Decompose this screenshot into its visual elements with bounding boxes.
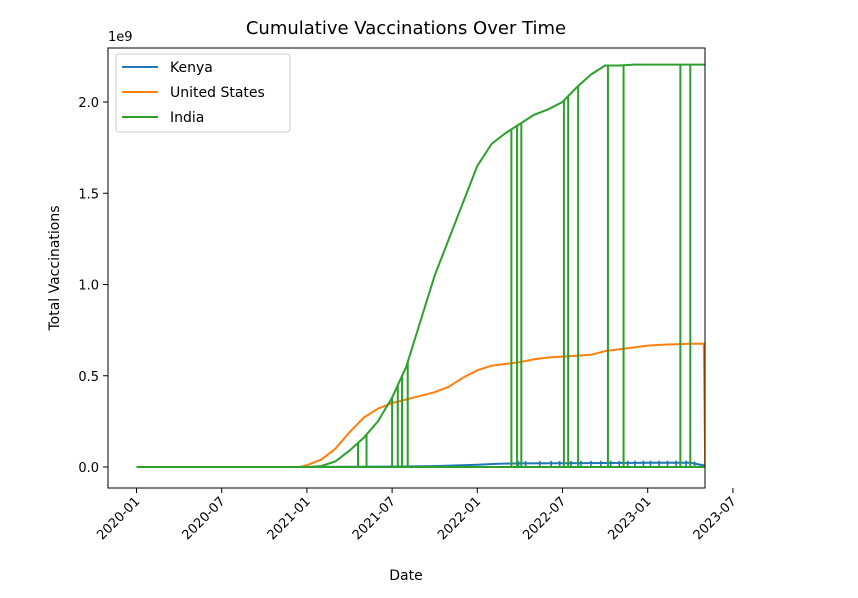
legend-box [115,53,291,133]
x-axis-title: Date [389,568,422,584]
y-tick-label: 0.5 [78,370,99,385]
series-group [136,63,705,468]
y-axis-title: Total Vaccinations [47,205,63,331]
x-tick-label: 2023-01 [606,494,655,543]
legend-label: United States [170,85,265,101]
x-tick-label: 2023-07 [691,494,740,543]
y-tick-label: 1.5 [78,187,99,202]
chart-title: Cumulative Vaccinations Over Time [246,18,566,39]
x-tick-label: 2022-01 [435,494,484,543]
legend-label: Kenya [170,60,213,76]
x-tick-label: 2020-07 [180,494,229,543]
y-offset-label: 1e9 [108,30,133,45]
y-tick-label: 1.0 [78,279,99,294]
x-tick-label: 2021-01 [265,494,314,543]
x-axis-ticks: 2020-01 2020-07 2021-01 2021-07 2022-01 2022-… [94,488,740,543]
y-axis-ticks: 0.0 0.5 1.0 1.5 2.0 [78,96,108,476]
series-line-united-states [136,342,705,468]
legend: Kenya United States India [115,53,291,133]
x-tick-label: 2020-01 [94,494,143,543]
legend-label: India [170,110,204,126]
y-tick-label: 0.0 [78,461,99,476]
x-tick-label: 2022-07 [520,494,569,543]
x-tick-label: 2021-07 [350,494,399,543]
plot-frame [107,47,706,489]
y-tick-label: 2.0 [78,96,99,111]
series-line-india [136,63,705,468]
series-layer [136,63,705,468]
